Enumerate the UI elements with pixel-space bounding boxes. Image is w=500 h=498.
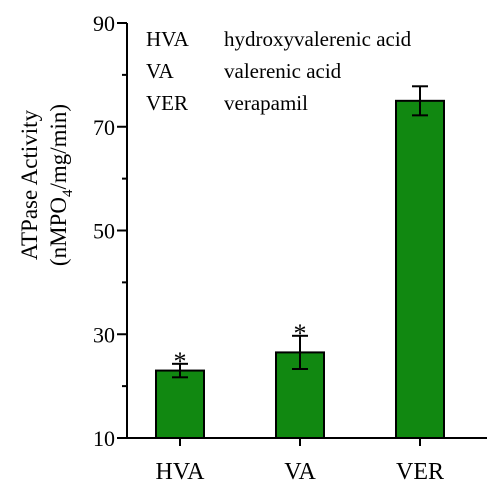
significance-marker-va: * (294, 319, 307, 348)
legend-abbr-va: VA (146, 59, 174, 83)
legend-full-hva: hydroxyvalerenic acid (224, 27, 412, 51)
significance-marker-hva: * (174, 347, 187, 376)
y-tick-label-50: 50 (93, 219, 115, 244)
x-tick-label-ver: VER (396, 459, 444, 485)
y-tick-label-90: 90 (93, 11, 115, 36)
y-tick-label-70: 70 (93, 115, 115, 140)
legend: HVA hydroxyvalerenic acid VA valerenic a… (146, 27, 412, 115)
y-tick-label-10: 10 (93, 426, 115, 451)
bar-hva (155, 369, 205, 439)
y-axis-title: ATPase Activity (nMPO4/mg/min) (17, 104, 76, 266)
legend-full-ver: verapamil (224, 91, 308, 115)
x-tick-label-va: VA (284, 459, 316, 485)
y-tick-label-30: 30 (93, 322, 115, 347)
y-axis-title-line1: ATPase Activity (17, 109, 42, 260)
y-axis-title-line2: (nMPO4/mg/min) (46, 104, 76, 266)
legend-full-va: valerenic acid (224, 59, 342, 83)
bars: ** (155, 85, 445, 439)
legend-abbr-hva: HVA (146, 27, 190, 51)
x-tick-label-hva: HVA (156, 459, 206, 485)
axes: 10 30 50 70 90 HVA VA VER (93, 11, 487, 485)
legend-abbr-ver: VER (146, 91, 188, 115)
bar-ver (395, 99, 445, 439)
